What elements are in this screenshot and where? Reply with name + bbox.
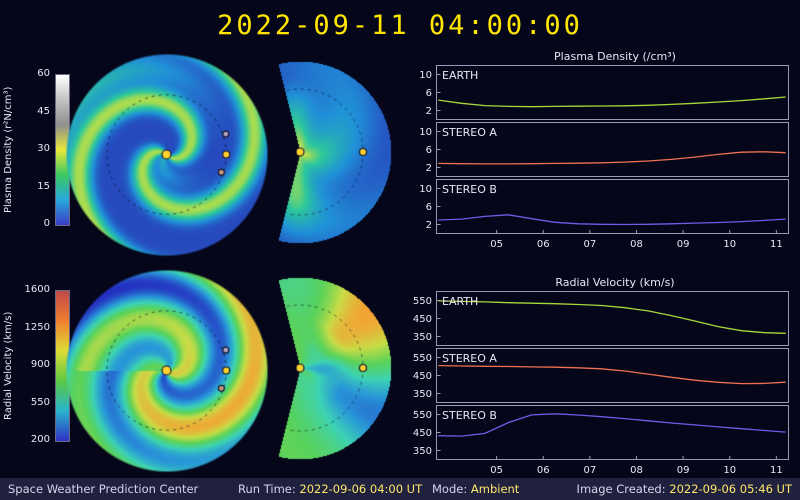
density-meridional-plot (276, 56, 398, 248)
run-time-value: 2022-09-06 04:00 UT (299, 482, 423, 496)
x-tick-label: 07 (583, 465, 596, 476)
y-tick-label: 6 (426, 202, 432, 213)
x-tick-label: 05 (490, 239, 503, 250)
x-tick-label: 10 (723, 239, 736, 250)
panel-label: EARTH (442, 295, 478, 308)
timeseries-panel-stereo-b: 350 450 550 STEREO B (413, 405, 789, 460)
x-tick-label: 06 (537, 239, 550, 250)
x-tick-label: 06 (537, 465, 550, 476)
velocity-colorbar: Radial Velocity (km/s) 1600 1250 900 550 200 (3, 284, 70, 448)
x-tick-label: 11 (770, 465, 783, 476)
velocity-meridional-plot (276, 272, 398, 464)
y-tick-label: 10 (419, 184, 432, 195)
colorbar-tick-label: 45 (37, 105, 50, 117)
stereo_b-line (438, 413, 786, 437)
status-bar: Space Weather Prediction Center Run Time… (0, 478, 800, 500)
colorbar-tick-label: 1600 (24, 284, 50, 295)
velocity-colorbar-label: Radial Velocity (km/s) (3, 311, 14, 421)
velocity-polar-plot (64, 268, 269, 473)
plasma-density-timeseries: Plasma Density (/cm³) 2 6 10 EARTH 2 6 10 STEREO… (402, 50, 794, 251)
y-tick-label: 6 (426, 88, 432, 99)
y-tick-label: 450 (413, 314, 432, 325)
panel-label: STEREO A (442, 126, 497, 139)
x-tick-label: 07 (583, 239, 596, 250)
image-created: Image Created: 2022-09-06 05:46 UT (577, 482, 792, 496)
x-tick-label: 08 (630, 239, 643, 250)
x-tick-label: 05 (490, 465, 503, 476)
y-tick-label: 550 (413, 353, 432, 364)
colorbar-tick-label: 60 (37, 68, 50, 79)
radial-velocity-timeseries: Radial Velocity (km/s) 350 450 550 EARTH 350 4… (402, 276, 794, 477)
density-colorbar-ticks: 60 45 30 15 0 (22, 68, 52, 232)
y-tick-label: 350 (413, 332, 432, 343)
y-tick-label: 550 (413, 410, 432, 421)
timeseries-panel-stereo-a: 2 6 10 STEREO A (419, 122, 789, 177)
timeseries-panel-stereo-b: 2 6 10 STEREO B (419, 179, 789, 234)
colorbar-tick-label: 0 (43, 218, 50, 229)
colorbar-tick-label: 550 (30, 396, 50, 408)
colorbar-tick-label: 900 (30, 359, 50, 370)
panel-label: EARTH (442, 69, 478, 82)
chart-title: Radial Velocity (km/s) (555, 276, 675, 289)
x-tick-label: 09 (677, 465, 690, 476)
x-axis-labels: 05 06 07 08 09 10 11 (490, 465, 783, 476)
run-time-label: Run Time: (238, 482, 296, 496)
y-tick-label: 350 (413, 446, 432, 457)
panel-label: STEREO B (442, 183, 497, 196)
y-tick-label: 6 (426, 145, 432, 156)
timeseries-panel-earth: 350 450 550 EARTH (413, 291, 789, 346)
density-polar-plot (64, 52, 269, 257)
y-tick-label: 2 (426, 106, 432, 117)
colorbar-tick-label: 200 (30, 434, 50, 445)
image-created-label: Image Created: (576, 482, 666, 496)
colorbar-tick-label: 30 (37, 143, 50, 154)
x-tick-label: 09 (677, 239, 690, 250)
source-label: Space Weather Prediction Center (8, 482, 199, 496)
x-tick-label: 08 (630, 465, 643, 476)
y-tick-label: 450 (413, 428, 432, 439)
density-colorbar-label: Plasma Density (r²N/cm³) (3, 86, 14, 214)
chart-title: Plasma Density (/cm³) (554, 50, 676, 63)
y-tick-label: 550 (413, 296, 432, 307)
y-tick-label: 10 (419, 127, 432, 138)
colorbar-tick-label: 15 (37, 180, 50, 192)
y-tick-label: 2 (426, 163, 432, 174)
mode-value: Ambient (470, 482, 520, 496)
timeseries-panel-earth: 2 6 10 EARTH (419, 65, 789, 120)
density-colorbar: Plasma Density (r²N/cm³) 60 45 30 15 0 (3, 68, 70, 232)
stereo_a-line (438, 151, 786, 165)
colorbar-tick-label: 1250 (24, 321, 50, 333)
page-title: 2022-09-11 04:00:00 (217, 10, 583, 41)
stereo_a-line (438, 364, 786, 385)
timeseries-panel-stereo-a: 350 450 550 STEREO A (413, 348, 789, 403)
y-tick-label: 450 (413, 371, 432, 382)
image-created-value: 2022-09-06 05:46 UT (669, 482, 792, 496)
earth-line (438, 96, 786, 108)
earth-line (438, 300, 786, 334)
stereo_b-line (438, 214, 786, 226)
y-tick-label: 2 (426, 220, 432, 231)
x-tick-label: 10 (723, 465, 736, 476)
panel-label: STEREO B (442, 409, 497, 422)
run-time: Run Time: 2022-09-06 04:00 UT (238, 482, 422, 496)
x-axis-labels: 05 06 07 08 09 10 11 (490, 239, 783, 250)
mode: Mode: Ambient (432, 482, 519, 496)
y-tick-label: 10 (419, 70, 432, 81)
panel-label: STEREO A (442, 352, 497, 365)
mode-label: Mode: (432, 482, 468, 496)
y-tick-label: 350 (413, 389, 432, 400)
velocity-colorbar-ticks: 1600 1250 900 550 200 (22, 284, 52, 448)
x-tick-label: 11 (770, 239, 783, 250)
